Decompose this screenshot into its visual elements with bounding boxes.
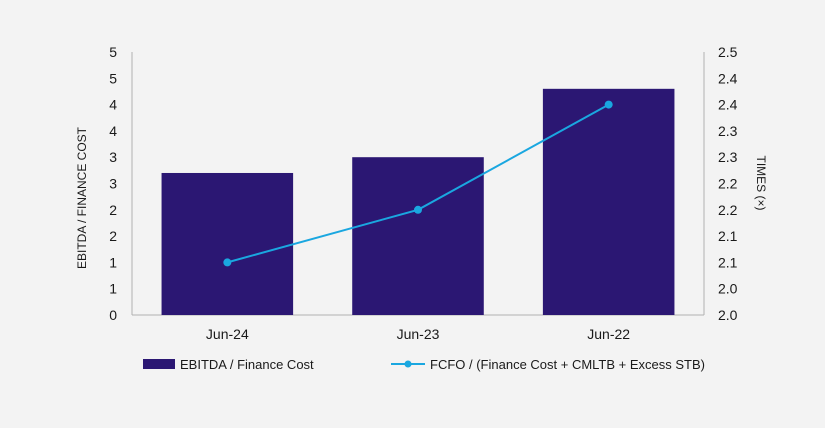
bar bbox=[161, 172, 294, 315]
line-point bbox=[223, 258, 232, 267]
y2-tick-label: 2.2 bbox=[718, 176, 738, 192]
y2-tick-label: 2.1 bbox=[718, 254, 738, 270]
y-tick-label: 2 bbox=[109, 228, 117, 244]
y2-axis-title: TIMES (×) bbox=[754, 155, 768, 210]
y-tick-label: 2 bbox=[109, 202, 117, 218]
legend-label-line: FCFO / (Finance Cost + CMLTB + Excess ST… bbox=[430, 357, 705, 372]
y2-tick-label: 2.2 bbox=[718, 202, 738, 218]
legend-label-bar: EBITDA / Finance Cost bbox=[180, 357, 314, 372]
y-tick-label: 0 bbox=[109, 307, 117, 323]
y-tick-label: 1 bbox=[109, 254, 117, 270]
y-tick-label: 3 bbox=[109, 149, 117, 165]
line-point bbox=[604, 100, 613, 109]
labels-layer: 0 1 1 2 2 3 3 4 4 5 5 2.0 2.0 2.1 2.1 2.2 2.2 2.3 2.3 2.4 2.… bbox=[109, 44, 737, 342]
x-tick-label: Jun-22 bbox=[587, 326, 630, 342]
y2-tick-label: 2.3 bbox=[718, 149, 738, 165]
y-tick-label: 5 bbox=[109, 44, 117, 60]
y-tick-label: 4 bbox=[109, 123, 117, 139]
y2-tick-label: 2.0 bbox=[718, 307, 738, 323]
y2-tick-label: 2.1 bbox=[718, 228, 738, 244]
y2-tick-label: 2.4 bbox=[718, 70, 738, 86]
bars-layer bbox=[161, 88, 675, 315]
y-tick-label: 4 bbox=[109, 97, 117, 113]
x-tick-label: Jun-24 bbox=[206, 326, 249, 342]
y-axis-title: EBITDA / FINANCE COST bbox=[75, 126, 89, 269]
y2-tick-label: 2.0 bbox=[718, 281, 738, 297]
line-point bbox=[414, 205, 422, 214]
y2-tick-label: 2.4 bbox=[718, 97, 738, 113]
legend-line-marker bbox=[404, 360, 412, 368]
y2-tick-label: 2.3 bbox=[718, 123, 738, 139]
y2-tick-label: 2.5 bbox=[718, 44, 738, 60]
bar bbox=[352, 157, 484, 315]
legend: EBITDA / Finance Cost FCFO / (Finance Co… bbox=[143, 357, 705, 372]
x-tick-label: Jun-23 bbox=[397, 326, 440, 342]
y-tick-label: 5 bbox=[109, 70, 117, 86]
line-layer bbox=[223, 100, 613, 267]
legend-bar-swatch bbox=[143, 359, 175, 369]
y-tick-label: 3 bbox=[109, 176, 117, 192]
y-tick-label: 1 bbox=[109, 281, 117, 297]
bar bbox=[542, 88, 675, 315]
